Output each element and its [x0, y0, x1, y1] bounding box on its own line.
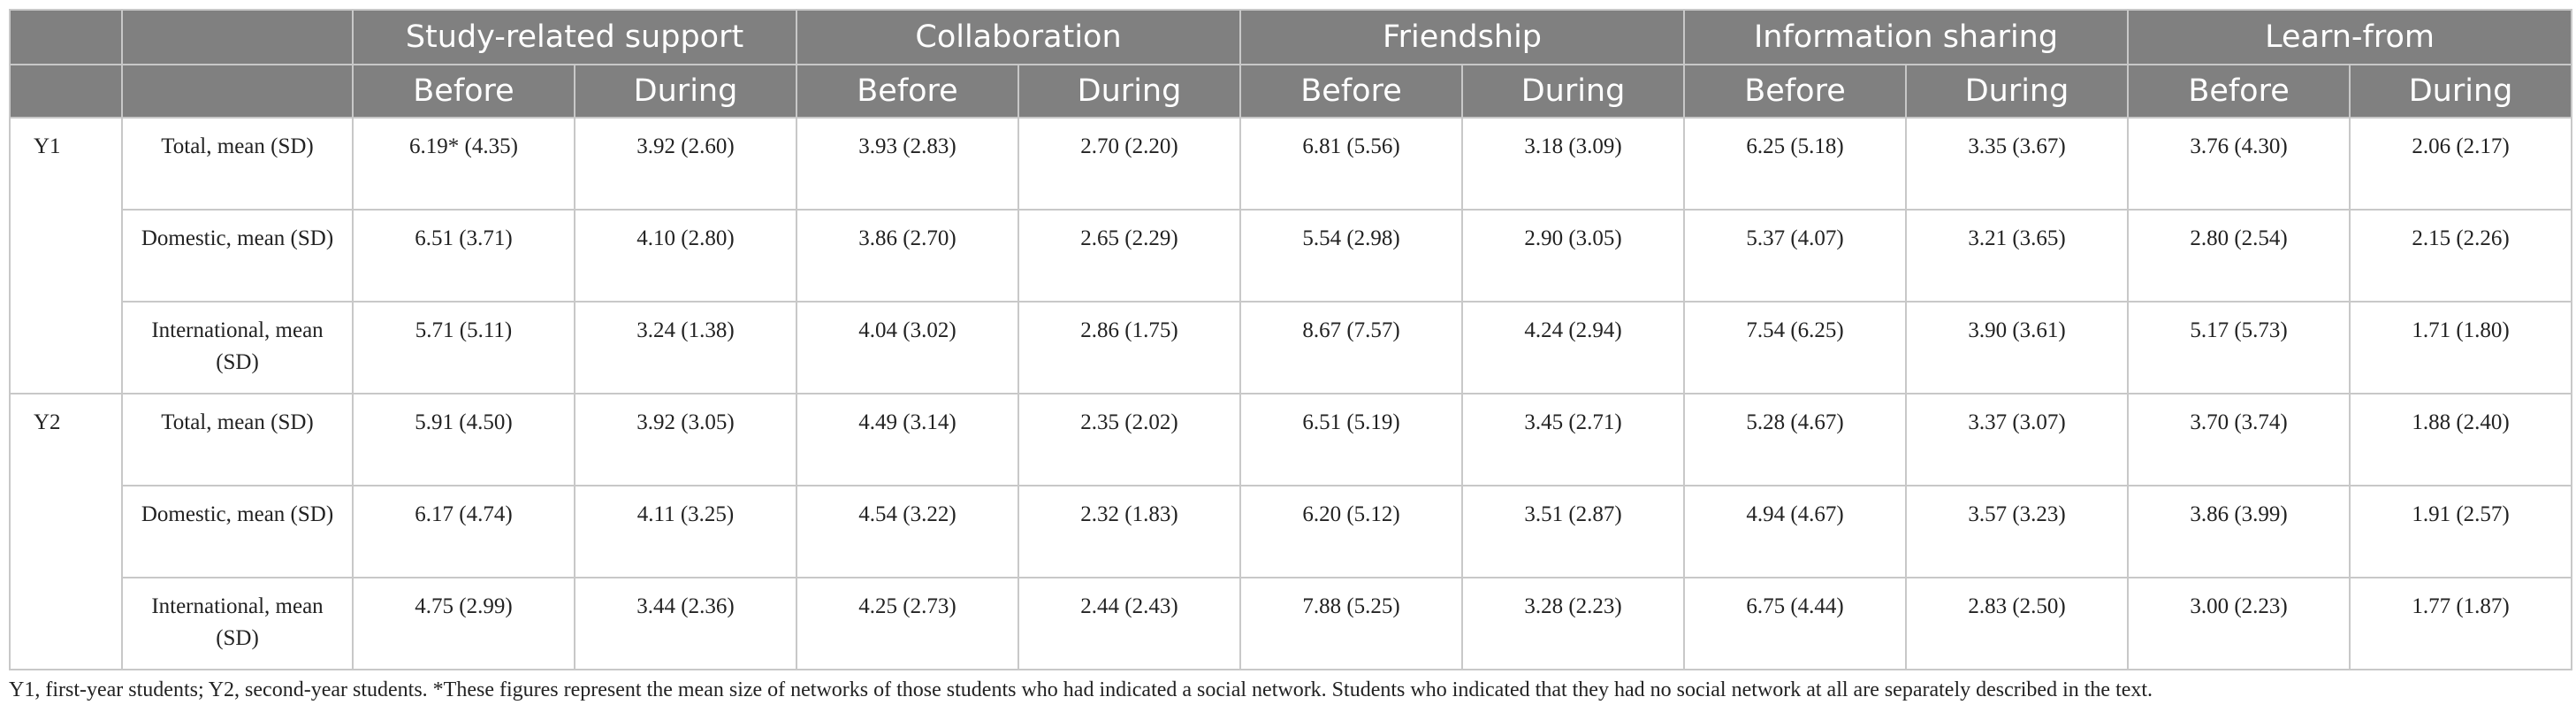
- table-row: Domestic, mean (SD) 6.17 (4.74) 4.11 (3.25…: [10, 485, 2573, 578]
- table-cell: 3.24 (1.38): [574, 301, 797, 394]
- table-cell: 4.49 (3.14): [796, 393, 1019, 486]
- period-header-during: During: [574, 64, 797, 119]
- table-cell: 1.77 (1.87): [2349, 577, 2573, 670]
- table-cell: 2.86 (1.75): [1017, 301, 1242, 394]
- table-cell: 3.86 (2.70): [796, 209, 1019, 303]
- header-blank: [9, 9, 123, 65]
- table-cell: 2.35 (2.02): [1017, 393, 1242, 486]
- table-cell: 5.17 (5.73): [2127, 301, 2351, 394]
- table-cell: 2.90 (3.05): [1461, 209, 1686, 303]
- table-cell: 1.88 (2.40): [2349, 393, 2573, 486]
- table-cell: 4.24 (2.94): [1461, 301, 1686, 394]
- table-cell: 3.70 (3.74): [2127, 393, 2351, 486]
- table-cell: 5.71 (5.11): [352, 301, 575, 394]
- table-cell: 4.10 (2.80): [574, 209, 797, 303]
- table-cell: 5.37 (4.07): [1683, 209, 1908, 303]
- row-label: Domestic, mean (SD): [121, 485, 354, 578]
- header-blank: [9, 64, 123, 119]
- table-cell: 3.00 (2.23): [2127, 577, 2351, 670]
- table-cell: 3.37 (3.07): [1905, 393, 2130, 486]
- table-cell: 3.35 (3.67): [1905, 117, 2130, 211]
- table-cell: 3.45 (2.71): [1461, 393, 1686, 486]
- table-cell: 3.18 (3.09): [1461, 117, 1686, 211]
- table-cell: 5.28 (4.67): [1683, 393, 1908, 486]
- period-header-during: During: [1017, 64, 1242, 119]
- table-cell: 2.65 (2.29): [1017, 209, 1242, 303]
- table-cell: 2.32 (1.83): [1017, 485, 1242, 578]
- row-label: International, mean (SD): [121, 577, 354, 670]
- period-header-before: Before: [1683, 64, 1908, 119]
- table-cell: 2.70 (2.20): [1017, 117, 1242, 211]
- row-label: Total, mean (SD): [121, 393, 354, 486]
- table-cell: 3.44 (2.36): [574, 577, 797, 670]
- table-cell: 1.91 (2.57): [2349, 485, 2573, 578]
- period-header-before: Before: [796, 64, 1019, 119]
- table-cell: 1.71 (1.80): [2349, 301, 2573, 394]
- table-cell: 2.15 (2.26): [2349, 209, 2573, 303]
- network-size-table: Study-related support Collaboration Frie…: [9, 9, 2573, 670]
- table-cell: 3.92 (3.05): [574, 393, 797, 486]
- group-header: Learn-from: [2127, 9, 2573, 65]
- table-cell: 2.80 (2.54): [2127, 209, 2351, 303]
- row-label: Total, mean (SD): [121, 117, 354, 211]
- table-cell: 5.54 (2.98): [1239, 209, 1464, 303]
- period-header-during: During: [2349, 64, 2573, 119]
- table-cell: 3.57 (3.23): [1905, 485, 2130, 578]
- table-cell: 3.28 (2.23): [1461, 577, 1686, 670]
- row-label: Domestic, mean (SD): [121, 209, 354, 303]
- table-cell: 3.21 (3.65): [1905, 209, 2130, 303]
- period-header-before: Before: [1239, 64, 1464, 119]
- table-cell: 4.54 (3.22): [796, 485, 1019, 578]
- group-header: Friendship: [1239, 9, 1686, 65]
- table-row: Domestic, mean (SD) 6.51 (3.71) 4.10 (2.80…: [10, 209, 2573, 303]
- table-cell: 4.25 (2.73): [796, 577, 1019, 670]
- table-cell: 4.94 (4.67): [1683, 485, 1908, 578]
- header-row-groups: Study-related support Collaboration Frie…: [9, 9, 2573, 65]
- year-label: Y2: [9, 393, 123, 670]
- table-cell: 3.92 (2.60): [574, 117, 797, 211]
- group-header: Information sharing: [1683, 9, 2130, 65]
- table-cell: 6.20 (5.12): [1239, 485, 1464, 578]
- table-row: Y2 Total, mean (SD) 5.91 (4.50) 3.92 (3.05)…: [9, 393, 2573, 670]
- year-label: Y1: [9, 117, 123, 394]
- table-row: Y1 Total, mean (SD) 6.19* (4.35) 3.92 (2.60…: [9, 117, 2573, 394]
- period-header-during: During: [1461, 64, 1686, 119]
- header-row-periods: Before During Before During Before Durin…: [9, 64, 2573, 119]
- table-cell: 3.86 (3.99): [2127, 485, 2351, 578]
- table-cell: 4.75 (2.99): [352, 577, 575, 670]
- period-header-during: During: [1905, 64, 2130, 119]
- table-cell: 2.83 (2.50): [1905, 577, 2130, 670]
- table-cell: 3.51 (2.87): [1461, 485, 1686, 578]
- table-cell: 2.44 (2.43): [1017, 577, 1242, 670]
- table-cell: 6.17 (4.74): [352, 485, 575, 578]
- table-cell: 3.90 (3.61): [1905, 301, 2130, 394]
- header-blank: [121, 64, 354, 119]
- table-cell: 7.88 (5.25): [1239, 577, 1464, 670]
- table-footnote: Y1, first-year students; Y2, second-year…: [9, 678, 2153, 701]
- table-cell: 6.19* (4.35): [352, 117, 575, 211]
- table-body: Y1 Total, mean (SD) 6.19* (4.35) 3.92 (2.60…: [9, 117, 2573, 670]
- group-header: Study-related support: [352, 9, 797, 65]
- table-cell: 6.51 (5.19): [1239, 393, 1464, 486]
- period-header-before: Before: [2127, 64, 2351, 119]
- table-cell: 3.93 (2.83): [796, 117, 1019, 211]
- table-cell: 8.67 (7.57): [1239, 301, 1464, 394]
- table-row: International, mean (SD) 5.71 (5.11) 3.24 …: [10, 301, 2573, 394]
- table-cell: 6.51 (3.71): [352, 209, 575, 303]
- header-blank: [121, 9, 354, 65]
- table-cell: 6.25 (5.18): [1683, 117, 1908, 211]
- table-cell: 6.81 (5.56): [1239, 117, 1464, 211]
- table-container: Study-related support Collaboration Frie…: [9, 9, 2573, 670]
- row-label: International, mean (SD): [121, 301, 354, 394]
- table-cell: 3.76 (4.30): [2127, 117, 2351, 211]
- period-header-before: Before: [352, 64, 575, 119]
- table-cell: 5.91 (4.50): [352, 393, 575, 486]
- group-header: Collaboration: [795, 9, 1242, 65]
- table-cell: 2.06 (2.17): [2349, 117, 2573, 211]
- table-row: International, mean (SD) 4.75 (2.99) 3.44 …: [10, 577, 2573, 670]
- table-cell: 4.04 (3.02): [796, 301, 1019, 394]
- table-cell: 4.11 (3.25): [574, 485, 797, 578]
- table-cell: 6.75 (4.44): [1683, 577, 1908, 670]
- table-cell: 7.54 (6.25): [1683, 301, 1908, 394]
